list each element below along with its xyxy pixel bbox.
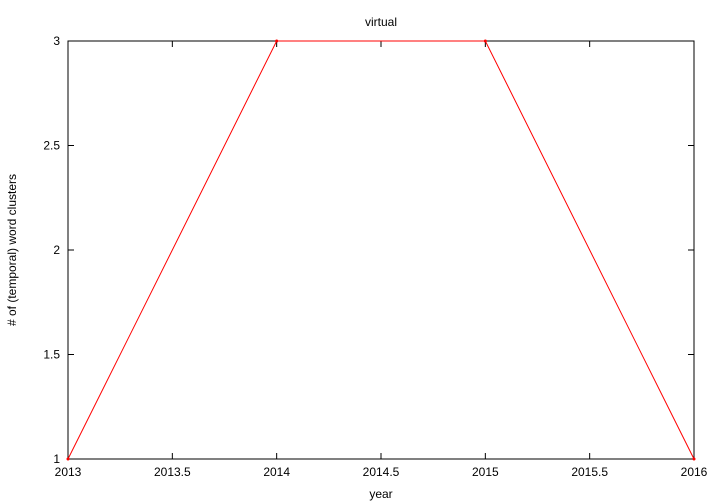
- x-tick-label: 2015.5: [571, 465, 608, 479]
- series-point: [275, 39, 279, 43]
- y-tick-label: 1.5: [43, 348, 60, 362]
- y-tick-label: 3: [53, 34, 60, 48]
- x-tick-label: 2014: [263, 465, 290, 479]
- series-point: [483, 39, 487, 43]
- series-layer: [66, 39, 696, 461]
- series-point: [66, 457, 70, 461]
- chart-title: virtual: [365, 15, 397, 29]
- x-tick-label: 2016: [681, 465, 708, 479]
- x-axis-ticks: 2013 2013.5 2014 2014.5 2015 2015.5 2016: [55, 41, 708, 479]
- y-axis-label: # of (temporal) word clusters: [5, 174, 19, 326]
- series-line: [67, 40, 695, 460]
- y-tick-label: 1: [53, 452, 60, 466]
- y-tick-label: 2.5: [43, 139, 60, 153]
- x-tick-label: 2013: [55, 465, 82, 479]
- x-axis-label: year: [369, 487, 392, 501]
- x-tick-label: 2013.5: [154, 465, 191, 479]
- x-tick-label: 2014.5: [363, 465, 400, 479]
- plot-frame: [67, 40, 695, 460]
- series-point: [692, 457, 696, 461]
- x-tick-label: 2015: [472, 465, 499, 479]
- y-tick-label: 2: [53, 243, 60, 257]
- y-axis-ticks: 1 1.5 2 2.5 3: [43, 34, 694, 466]
